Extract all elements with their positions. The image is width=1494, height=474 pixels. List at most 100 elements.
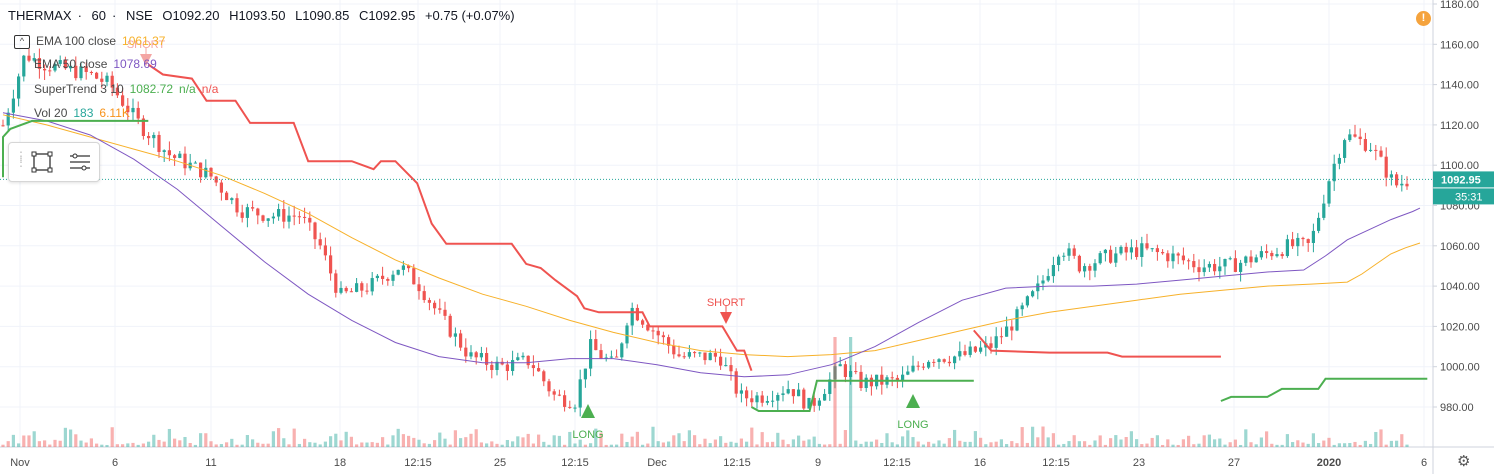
candle-body <box>880 374 884 385</box>
volume-bar <box>885 433 889 447</box>
floating-drawing-toolbar[interactable]: ⋮ ⋮ <box>8 142 100 182</box>
volume-bar <box>719 436 723 447</box>
legend-ema50[interactable]: EMA 50 close 1078.69 <box>34 57 157 71</box>
volume-bar <box>817 443 821 447</box>
candle-body <box>355 283 359 292</box>
candle-body <box>849 371 853 378</box>
price-tick-label: 1160.00 <box>1440 39 1479 51</box>
candle-body <box>1259 251 1263 258</box>
volume-bar <box>214 444 218 447</box>
time-tick-label: 11 <box>205 457 216 469</box>
candle-body <box>308 217 312 223</box>
volume-bar <box>864 441 868 447</box>
volume-bar <box>755 444 759 447</box>
volume-bar <box>771 441 775 447</box>
volume-bar <box>807 439 811 447</box>
volume-bar <box>256 442 260 447</box>
volume-bar <box>464 437 468 447</box>
candle-body <box>1010 326 1014 331</box>
candle-body <box>1129 247 1133 253</box>
candle-body <box>381 275 385 279</box>
volume-bar <box>235 444 239 447</box>
candle-body <box>823 393 827 401</box>
candle-body <box>1301 237 1305 240</box>
exchange: NSE <box>125 8 153 23</box>
candle-body <box>791 389 795 397</box>
settings-lines-icon[interactable] <box>67 149 93 175</box>
volume-bar <box>1254 444 1258 447</box>
volume-bar <box>1353 441 1357 447</box>
volume-bar <box>37 441 41 447</box>
legend-volume[interactable]: Vol 20 183 6.11K <box>34 106 130 120</box>
volume-bar <box>1379 429 1383 447</box>
volume-bar <box>537 434 541 447</box>
candle-body <box>1337 157 1341 164</box>
volume-bar <box>438 432 442 447</box>
volume-bar <box>916 441 920 447</box>
candle-body <box>422 291 426 301</box>
volume-bar <box>547 444 551 447</box>
collapse-icon[interactable]: ^ <box>14 34 30 49</box>
candle-body <box>152 134 156 139</box>
volume-bar <box>240 444 244 447</box>
candle-body <box>511 360 515 371</box>
volume-bar <box>167 428 171 447</box>
candle-body <box>105 75 109 82</box>
volume-bar <box>1057 444 1061 447</box>
candle-body <box>854 371 858 373</box>
gear-icon[interactable]: ⚙ <box>1457 453 1471 470</box>
volume-bar <box>6 441 10 447</box>
supertrend-up-line <box>1220 377 1428 402</box>
volume-bar <box>422 443 426 447</box>
ohlc-close: C1092.95 <box>358 8 416 23</box>
candle-body <box>687 352 691 357</box>
candle-body <box>261 215 265 221</box>
candle-body <box>1119 246 1123 254</box>
volume-bar <box>1020 427 1024 447</box>
volume-bar <box>1171 444 1175 447</box>
symbol-name[interactable]: THERMAX <box>8 8 72 23</box>
legend-ema100[interactable]: ^ EMA 100 close 1061.37 <box>14 34 165 49</box>
symbol-header: THERMAX · 60 · NSE O1092.20 H1093.50 L1090… <box>8 8 515 23</box>
volume-value: 183 <box>73 106 94 120</box>
volume-bar <box>1031 426 1035 447</box>
price-tick-label: 1120.00 <box>1440 120 1479 132</box>
interval[interactable]: 60 <box>91 8 106 23</box>
candle-body <box>589 339 593 369</box>
volume-bar <box>1317 443 1321 447</box>
volume-bar <box>89 438 93 447</box>
candle-body <box>1228 258 1232 260</box>
candle-body <box>932 361 936 363</box>
candle-body <box>1067 248 1071 256</box>
candle-body <box>37 58 41 69</box>
volume-bar <box>1384 444 1388 447</box>
volume-bar <box>277 428 281 447</box>
volume-bar <box>1166 439 1170 447</box>
candle-body <box>401 265 405 270</box>
legend-supertrend[interactable]: SuperTrend 3 10 1082.72 n/a n/a <box>34 82 218 96</box>
volume-bar <box>95 443 99 447</box>
volume-bar <box>136 444 140 447</box>
price-tick-label: 1020.00 <box>1440 321 1480 333</box>
volume-bar <box>1145 443 1149 447</box>
candle-body <box>1254 257 1258 263</box>
rectangle-tool-icon[interactable] <box>29 149 55 175</box>
volume-bar <box>1077 441 1081 447</box>
candle-body <box>1317 217 1321 231</box>
volume-bar <box>1249 442 1253 447</box>
volume-bar <box>1192 444 1196 447</box>
candle-body <box>1083 266 1087 272</box>
volume-bar <box>880 442 884 447</box>
volume-bar <box>1358 444 1362 447</box>
volume-bar <box>162 441 166 447</box>
drag-handle-icon[interactable]: ⋮ ⋮ <box>15 149 27 169</box>
volume-bar <box>1202 435 1206 447</box>
candle-body <box>973 346 977 352</box>
alert-icon[interactable]: ! <box>1416 11 1431 26</box>
volume-bar <box>573 443 577 447</box>
volume-bar <box>365 442 369 447</box>
candle-body <box>1239 262 1243 272</box>
ema100-line <box>2 114 1421 358</box>
volume-bar <box>1296 440 1300 447</box>
